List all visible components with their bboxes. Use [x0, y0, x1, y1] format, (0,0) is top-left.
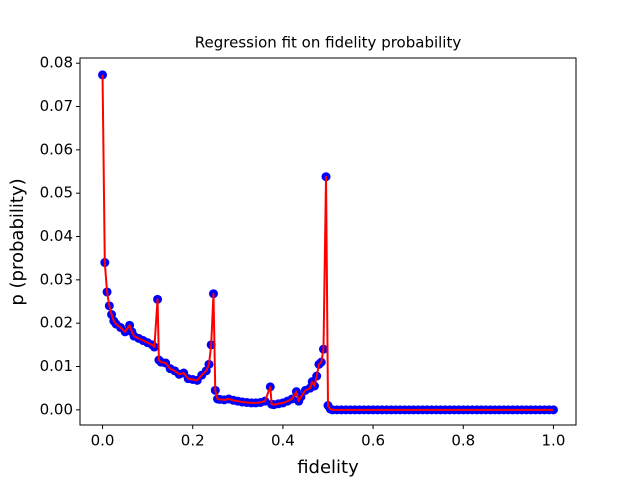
x-tick-label: 0.0	[91, 432, 115, 450]
plot-frame	[79, 57, 577, 426]
y-tick-label: 0.00	[40, 400, 73, 418]
y-axis-label: p (probability)	[7, 178, 28, 305]
data-point	[548, 405, 558, 415]
y-tick-label: 0.05	[40, 184, 73, 202]
y-tick-label: 0.01	[40, 357, 73, 375]
y-tick-label: 0.08	[40, 54, 73, 72]
x-tick-label: 0.4	[271, 432, 295, 450]
y-tick-label: 0.03	[40, 270, 73, 288]
y-tick-label: 0.02	[40, 314, 73, 332]
x-axis-label: fidelity	[297, 457, 359, 478]
y-tick-label: 0.06	[40, 140, 73, 158]
y-tick-label: 0.04	[40, 227, 73, 245]
y-tick-label: 0.07	[40, 97, 73, 115]
x-tick-label: 1.0	[542, 432, 566, 450]
x-tick-label: 0.2	[181, 432, 205, 450]
x-tick-label: 0.6	[361, 432, 385, 450]
chart-title: Regression fit on fidelity probability	[195, 34, 462, 52]
x-tick-label: 0.8	[451, 432, 475, 450]
data-point	[98, 70, 108, 80]
fit-line	[101, 74, 554, 411]
